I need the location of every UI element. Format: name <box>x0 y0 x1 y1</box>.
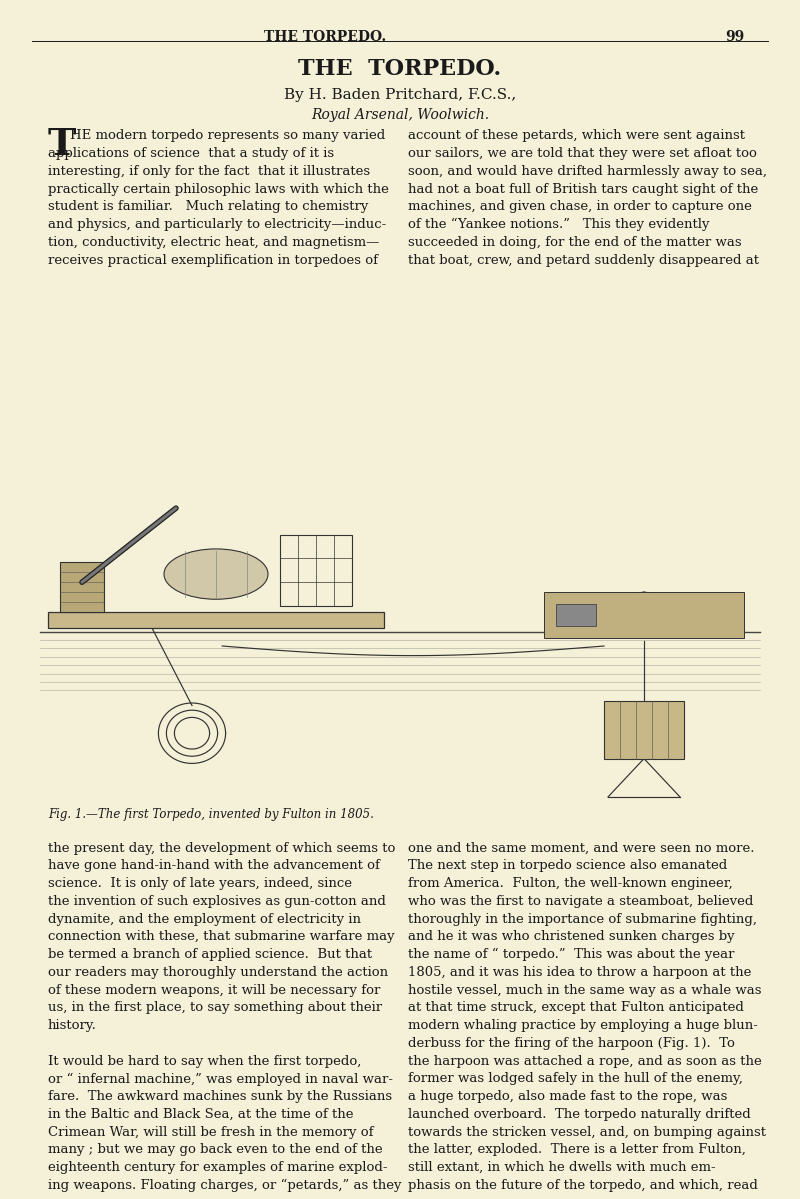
Text: 99: 99 <box>725 30 744 44</box>
Text: and he it was who christened sunken charges by: and he it was who christened sunken char… <box>408 930 734 944</box>
Text: one and the same moment, and were seen no more.: one and the same moment, and were seen n… <box>408 842 754 855</box>
Text: By H. Baden Pritchard, F.C.S.,: By H. Baden Pritchard, F.C.S., <box>284 88 516 102</box>
Text: THE  TORPEDO.: THE TORPEDO. <box>298 58 502 79</box>
Text: us, in the first place, to say something about their: us, in the first place, to say something… <box>48 1001 382 1014</box>
Text: many ; but we may go back even to the end of the: many ; but we may go back even to the en… <box>48 1144 382 1156</box>
Text: fare.  The awkward machines sunk by the Russians: fare. The awkward machines sunk by the R… <box>48 1090 392 1103</box>
Text: Fig. 1.—The first Torpedo, invented by Fulton in 1805.: Fig. 1.—The first Torpedo, invented by F… <box>48 808 374 821</box>
Text: the harpoon was attached a rope, and as soon as the: the harpoon was attached a rope, and as … <box>408 1055 762 1067</box>
Text: at that time struck, except that Fulton anticipated: at that time struck, except that Fulton … <box>408 1001 744 1014</box>
Text: a huge torpedo, also made fast to the rope, was: a huge torpedo, also made fast to the ro… <box>408 1090 727 1103</box>
Text: eighteenth century for examples of marine explod-: eighteenth century for examples of marin… <box>48 1161 387 1174</box>
Text: of these modern weapons, it will be necessary for: of these modern weapons, it will be nece… <box>48 983 380 996</box>
Text: towards the stricken vessel, and, on bumping against: towards the stricken vessel, and, on bum… <box>408 1126 766 1139</box>
FancyBboxPatch shape <box>60 562 104 613</box>
Text: T: T <box>48 126 76 163</box>
Ellipse shape <box>164 549 268 600</box>
Text: still extant, in which he dwells with much em-: still extant, in which he dwells with mu… <box>408 1161 716 1174</box>
Text: science.  It is only of late years, indeed, since: science. It is only of late years, indee… <box>48 878 352 890</box>
Text: Royal Arsenal, Woolwich.: Royal Arsenal, Woolwich. <box>311 108 489 122</box>
Text: It would be hard to say when the first torpedo,: It would be hard to say when the first t… <box>48 1055 362 1067</box>
Text: had not a boat full of British tars caught sight of the: had not a boat full of British tars caug… <box>408 182 758 195</box>
FancyBboxPatch shape <box>48 613 384 628</box>
Text: launched overboard.  The torpedo naturally drifted: launched overboard. The torpedo naturall… <box>408 1108 750 1121</box>
Text: machines, and given chase, in order to capture one: machines, and given chase, in order to c… <box>408 200 752 213</box>
Text: from America.  Fulton, the well-known engineer,: from America. Fulton, the well-known eng… <box>408 878 733 890</box>
Text: in the Baltic and Black Sea, at the time of the: in the Baltic and Black Sea, at the time… <box>48 1108 354 1121</box>
Text: derbuss for the firing of the harpoon (Fig. 1).  To: derbuss for the firing of the harpoon (F… <box>408 1037 735 1050</box>
Text: who was the first to navigate a steamboat, believed: who was the first to navigate a steamboa… <box>408 894 754 908</box>
Text: the invention of such explosives as gun-cotton and: the invention of such explosives as gun-… <box>48 894 386 908</box>
Text: of the “Yankee notions.”   This they evidently: of the “Yankee notions.” This they evide… <box>408 218 710 231</box>
Text: 1805, and it was his idea to throw a harpoon at the: 1805, and it was his idea to throw a har… <box>408 966 751 978</box>
FancyBboxPatch shape <box>556 604 596 626</box>
Text: modern whaling practice by employing a huge blun-: modern whaling practice by employing a h… <box>408 1019 758 1032</box>
Text: succeeded in doing, for the end of the matter was: succeeded in doing, for the end of the m… <box>408 236 742 249</box>
Text: our sailors, we are told that they were set afloat too: our sailors, we are told that they were … <box>408 147 757 161</box>
Text: THE TORPEDO.: THE TORPEDO. <box>264 30 386 44</box>
Text: the latter, exploded.  There is a letter from Fulton,: the latter, exploded. There is a letter … <box>408 1144 746 1156</box>
Text: that boat, crew, and petard suddenly disappeared at: that boat, crew, and petard suddenly dis… <box>408 254 759 266</box>
Text: connection with these, that submarine warfare may: connection with these, that submarine wa… <box>48 930 394 944</box>
Text: our readers may thoroughly understand the action: our readers may thoroughly understand th… <box>48 966 388 978</box>
Text: Crimean War, will still be fresh in the memory of: Crimean War, will still be fresh in the … <box>48 1126 374 1139</box>
Text: interesting, if only for the fact  that it illustrates: interesting, if only for the fact that i… <box>48 165 370 177</box>
Text: account of these petards, which were sent against: account of these petards, which were sen… <box>408 129 745 143</box>
Text: the name of “ torpedo.”  This was about the year: the name of “ torpedo.” This was about t… <box>408 948 734 962</box>
Text: have gone hand-in-hand with the advancement of: have gone hand-in-hand with the advancem… <box>48 860 380 873</box>
Text: soon, and would have drifted harmlessly away to sea,: soon, and would have drifted harmlessly … <box>408 165 767 177</box>
Text: practically certain philosophic laws with which the: practically certain philosophic laws wit… <box>48 182 389 195</box>
Text: or “ infernal machine,” was employed in naval war-: or “ infernal machine,” was employed in … <box>48 1072 393 1085</box>
Text: student is familiar.   Much relating to chemistry: student is familiar. Much relating to ch… <box>48 200 368 213</box>
Text: applications of science  that a study of it is: applications of science that a study of … <box>48 147 334 161</box>
Text: HE modern torpedo represents so many varied: HE modern torpedo represents so many var… <box>70 129 385 143</box>
Text: the present day, the development of which seems to: the present day, the development of whic… <box>48 842 395 855</box>
FancyBboxPatch shape <box>544 592 744 638</box>
Text: history.: history. <box>48 1019 97 1032</box>
Text: former was lodged safely in the hull of the enemy,: former was lodged safely in the hull of … <box>408 1072 743 1085</box>
Text: receives practical exemplification in torpedoes of: receives practical exemplification in to… <box>48 254 378 266</box>
FancyBboxPatch shape <box>604 701 684 759</box>
Text: ing weapons. Floating charges, or “petards,” as they: ing weapons. Floating charges, or “petar… <box>48 1179 402 1192</box>
Text: tion, conductivity, electric heat, and magnetism—: tion, conductivity, electric heat, and m… <box>48 236 379 249</box>
Text: be termed a branch of applied science.  But that: be termed a branch of applied science. B… <box>48 948 372 962</box>
Text: phasis on the future of the torpedo, and which, read: phasis on the future of the torpedo, and… <box>408 1179 758 1192</box>
Text: and physics, and particularly to electricity—induc-: and physics, and particularly to electri… <box>48 218 386 231</box>
Text: The next step in torpedo science also emanated: The next step in torpedo science also em… <box>408 860 727 873</box>
Text: thoroughly in the importance of submarine fighting,: thoroughly in the importance of submarin… <box>408 912 757 926</box>
Text: hostile vessel, much in the same way as a whale was: hostile vessel, much in the same way as … <box>408 983 762 996</box>
Text: dynamite, and the employment of electricity in: dynamite, and the employment of electric… <box>48 912 361 926</box>
